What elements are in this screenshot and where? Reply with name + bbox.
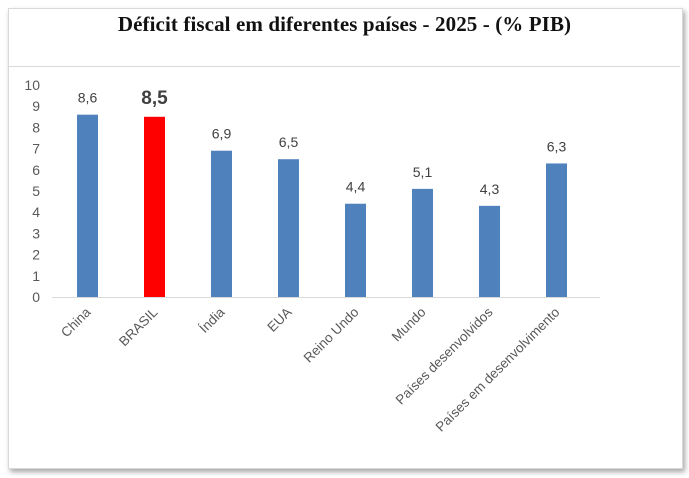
bar-países-em-desenvolvimento (546, 163, 567, 297)
bar-mundo (412, 188, 433, 297)
bar-brasil (144, 116, 165, 297)
bars (77, 114, 567, 298)
y-tick-label: 7 (32, 141, 40, 157)
y-tick-label: 1 (32, 268, 40, 284)
data-label: 4,3 (480, 181, 500, 197)
chart-title: Déficit fiscal em diferentes países - 20… (117, 12, 572, 36)
title-separator (9, 66, 680, 67)
y-tick-label: 2 (32, 247, 40, 263)
y-tick-label: 6 (32, 162, 40, 178)
bar-países-desenvolvidos (479, 205, 500, 297)
x-axis-category-labels: China BRASIL Índia EUA Reino Undo MundoPaíses… (58, 304, 563, 434)
y-tick-label: 5 (32, 183, 40, 199)
bar-eua (278, 159, 299, 297)
y-tick-label: 10 (24, 77, 40, 93)
y-tick-label: 0 (32, 289, 40, 305)
x-tick-label: Mundo (389, 305, 429, 345)
x-tick-label: BRASIL (116, 304, 161, 349)
x-tick-label: Índia (196, 304, 228, 336)
x-tick-label: Reino Undo (301, 305, 362, 366)
data-labels: 8,6 8,5 6,9 6,5 4,4 5,1 4,3 6,3 (78, 88, 567, 197)
bar-reino-undo (345, 203, 366, 297)
data-label: 8,5 (141, 88, 168, 109)
data-label: 6,9 (212, 126, 232, 142)
data-label: 6,3 (547, 138, 567, 154)
y-tick-label: 9 (32, 98, 40, 114)
x-tick-label: China (58, 304, 94, 340)
y-tick-label: 4 (32, 204, 40, 220)
x-tick-label: Países em desenvolvimento (433, 305, 563, 435)
data-label: 8,6 (78, 90, 98, 106)
y-axis: 0 1 2 3 4 5 6 7 8 9 10 (24, 77, 40, 305)
x-tick-label: EUA (264, 305, 294, 335)
bar-china (77, 114, 98, 298)
bar-índia (211, 150, 232, 297)
y-tick-label: 3 (32, 225, 40, 241)
y-tick-label: 8 (32, 119, 40, 135)
data-label: 6,5 (279, 134, 299, 150)
data-label: 4,4 (346, 179, 366, 195)
data-label: 5,1 (413, 164, 433, 180)
